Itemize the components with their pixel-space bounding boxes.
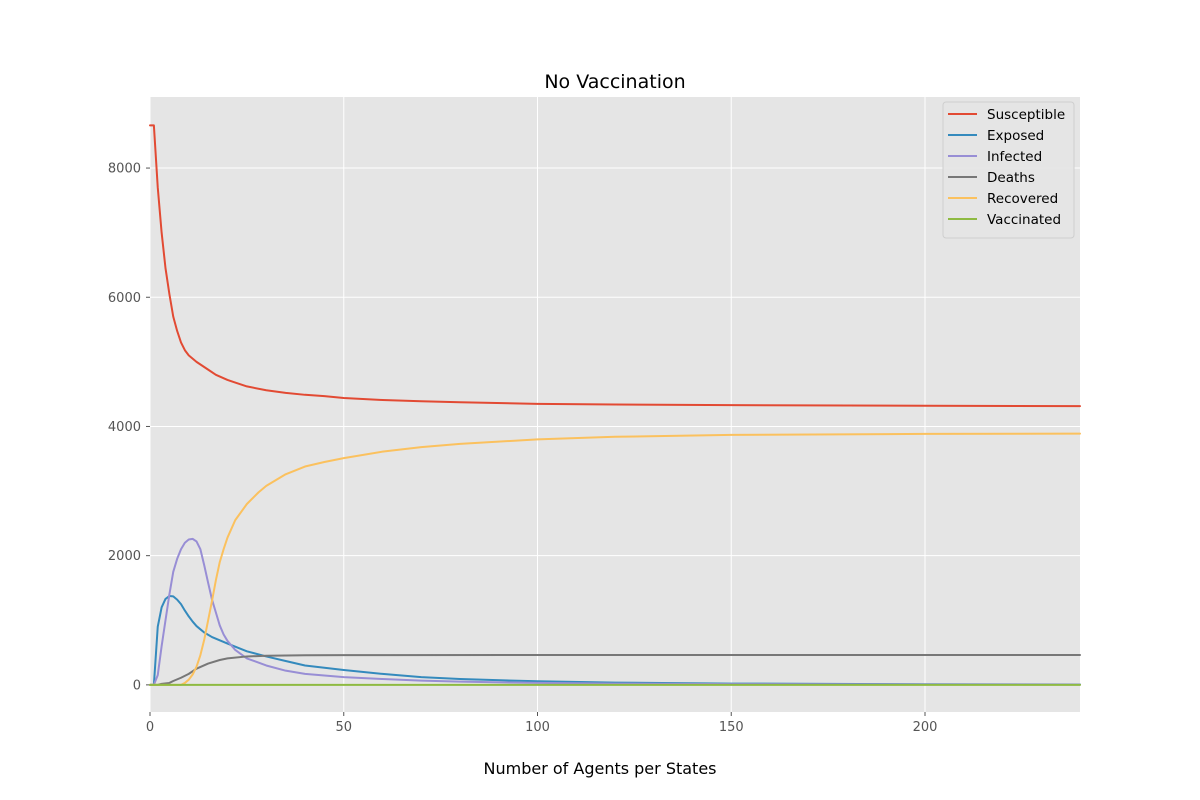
legend: Susceptible Exposed Infected Deaths Recovere…: [942, 101, 1075, 239]
y-tick-label: 8000: [108, 162, 141, 177]
legend-label: Deaths: [987, 170, 1035, 186]
x-tick-label: 150: [719, 720, 744, 735]
x-tick-label: 200: [913, 720, 938, 735]
legend-label: Susceptible: [987, 107, 1065, 123]
series-line-deaths: [149, 653, 1081, 686]
x-axis: 0 50 100 150 200: [146, 712, 938, 735]
legend-label: Recovered: [987, 191, 1058, 207]
x-axis-label: Number of Agents per States: [484, 759, 717, 778]
series-line-infected: [149, 537, 1081, 686]
x-tick-label: 0: [146, 720, 154, 735]
y-tick-label: 2000: [108, 549, 141, 564]
x-tick-label: 100: [525, 720, 550, 735]
legend-label: Exposed: [987, 128, 1044, 144]
series-line-susceptible: [149, 124, 1081, 408]
series-line-recovered: [149, 432, 1081, 686]
x-tick-label: 50: [335, 720, 352, 735]
y-tick-label: 4000: [108, 420, 141, 435]
chart-title: No Vaccination: [544, 71, 685, 93]
y-tick-label: 0: [133, 678, 141, 693]
y-tick-label: 6000: [108, 291, 141, 306]
y-axis: 0 2000 4000 6000 8000: [108, 162, 150, 693]
legend-label: Infected: [987, 149, 1042, 165]
series-lines: [149, 124, 1081, 686]
legend-label: Vaccinated: [987, 212, 1061, 228]
